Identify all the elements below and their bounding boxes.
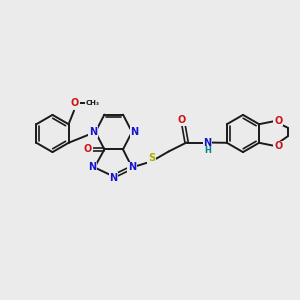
Text: N: N [109, 173, 118, 183]
Text: N: N [88, 162, 96, 172]
Text: O: O [274, 141, 282, 152]
Text: CH₃: CH₃ [85, 100, 100, 106]
Text: O: O [84, 144, 92, 154]
Text: N: N [89, 127, 97, 137]
Text: O: O [274, 116, 282, 126]
Text: H: H [204, 146, 211, 155]
Text: O: O [178, 115, 186, 125]
Text: N: N [128, 162, 136, 172]
Text: O: O [70, 98, 79, 108]
Text: N: N [130, 127, 139, 137]
Text: N: N [203, 137, 212, 148]
Text: S: S [148, 153, 155, 163]
